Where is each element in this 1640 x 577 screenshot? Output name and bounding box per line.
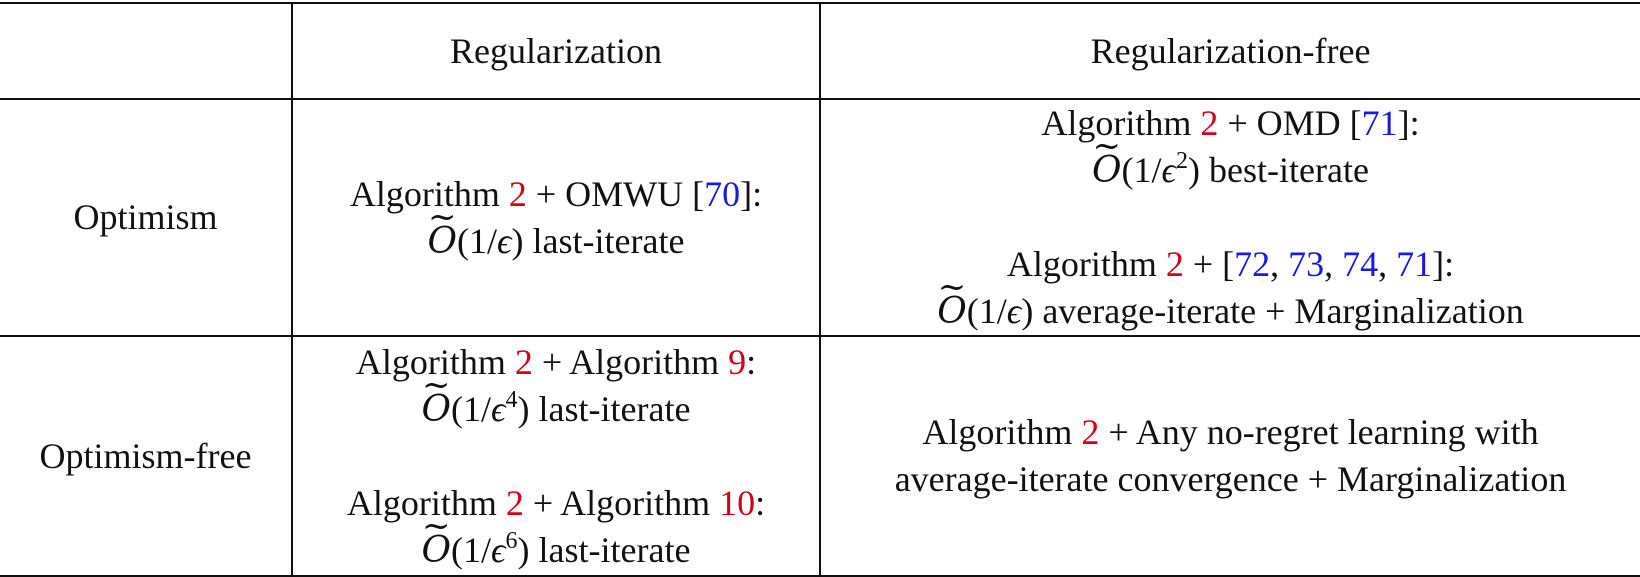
text: (1/ xyxy=(451,529,492,570)
spacer xyxy=(293,433,819,480)
text: ) xyxy=(517,388,530,429)
separator: , xyxy=(1378,244,1397,284)
entry-line: Algorithm 2 + Algorithm 9: xyxy=(293,339,819,386)
algorithm-ref-link[interactable]: 9 xyxy=(728,341,747,382)
text: : xyxy=(746,341,757,382)
citation-link[interactable]: 74 xyxy=(1342,244,1379,284)
citation-link[interactable]: 71 xyxy=(1396,244,1433,284)
bound-description: best-iterate xyxy=(1200,150,1369,190)
algorithm-ref-link[interactable]: 2 xyxy=(505,482,524,523)
text: (1/ xyxy=(966,291,1007,331)
entry-line: Algorithm 2 + OMD [71]: xyxy=(821,100,1640,147)
text: Algorithm xyxy=(1006,244,1166,284)
text: ]: xyxy=(740,173,763,214)
text: + [ xyxy=(1183,244,1235,284)
bound-line: O(1/ϵ6) last-iterate xyxy=(293,503,819,574)
bound-line: O(1/ϵ) average-iterate + Marginalization xyxy=(821,264,1640,335)
cell-optimism-free-regularization: Algorithm 2 + Algorithm 9: O(1/ϵ4) last-… xyxy=(292,336,821,577)
bound-description: last-iterate xyxy=(529,529,691,570)
citation-link[interactable]: 73 xyxy=(1288,244,1325,284)
header-regularization: Regularization xyxy=(292,2,821,100)
text: Algorithm xyxy=(922,412,1082,452)
entry-line: Algorithm 2 + [72, 73, 74, 71]: xyxy=(821,241,1640,288)
table-row-optimism: Optimism Algorithm 2 + OMWU [70]: O(1/ϵ)… xyxy=(0,99,1640,337)
bound-line: O(1/ϵ2) best-iterate xyxy=(821,123,1640,194)
text: + OMD [ xyxy=(1218,103,1362,143)
citation-link[interactable]: 70 xyxy=(704,173,741,214)
row-label-optimism: Optimism xyxy=(0,99,293,337)
text: ) xyxy=(517,529,530,570)
text: ]: xyxy=(1397,103,1420,143)
big-o-tilde-symbol: O xyxy=(422,362,452,433)
bound-line: O(1/ϵ) last-iterate xyxy=(293,194,819,265)
entry-line: Algorithm 2 + Algorithm 10: xyxy=(293,480,819,527)
epsilon-symbol: ϵ xyxy=(491,388,506,429)
bound-description: last-iterate xyxy=(523,220,685,261)
epsilon-symbol: ϵ xyxy=(491,529,506,570)
algorithm-ref-link[interactable]: 10 xyxy=(719,482,756,523)
big-o-tilde-symbol: O xyxy=(937,264,967,335)
spacer xyxy=(821,194,1640,241)
bound-description: last-iterate xyxy=(529,388,691,429)
text: + OMWU [ xyxy=(526,173,705,214)
exponent: 2 xyxy=(1176,148,1189,174)
row-label-optimism-free: Optimism-free xyxy=(0,336,293,577)
separator: , xyxy=(1324,244,1343,284)
big-o-tilde-symbol: O xyxy=(1092,123,1122,194)
citation-link[interactable]: 72 xyxy=(1234,244,1271,284)
citation-link[interactable]: 71 xyxy=(1361,103,1398,143)
header-regularization-free: Regularization-free xyxy=(820,2,1640,100)
cell-optimism-regularization: Algorithm 2 + OMWU [70]: O(1/ϵ) last-ite… xyxy=(292,99,821,337)
text: ) xyxy=(1021,291,1034,331)
text: ) xyxy=(1188,150,1201,190)
algorithm-ref-link[interactable]: 2 xyxy=(1200,103,1219,143)
text: + Algorithm xyxy=(523,482,720,523)
bound-line: O(1/ϵ4) last-iterate xyxy=(293,362,819,433)
algorithm-ref-link[interactable]: 2 xyxy=(1081,412,1100,452)
exponent: 6 xyxy=(505,527,518,554)
text: : xyxy=(755,482,766,523)
exponent: 4 xyxy=(505,386,518,413)
entry-line: Algorithm 2 + OMWU [70]: xyxy=(293,171,819,218)
separator: , xyxy=(1270,244,1289,284)
text: ]: xyxy=(1432,244,1455,284)
cell-optimism-free-regularization-free: Algorithm 2 + Any no-regret learning wit… xyxy=(820,336,1640,577)
epsilon-symbol: ϵ xyxy=(1006,291,1022,331)
header-corner-cell xyxy=(0,2,293,100)
entry-line: Algorithm 2 + Any no-regret learning wit… xyxy=(821,409,1640,456)
epsilon-symbol: ϵ xyxy=(1161,150,1177,190)
text: Algorithm xyxy=(349,173,509,214)
table-header-row: Regularization Regularization-free xyxy=(0,2,1640,100)
text: (1/ xyxy=(451,388,492,429)
cell-optimism-regularization-free: Algorithm 2 + OMD [71]: O(1/ϵ2) best-ite… xyxy=(820,99,1640,337)
algorithm-ref-link[interactable]: 2 xyxy=(514,341,533,382)
bound-description: average-iterate + Marginalization xyxy=(1033,291,1524,331)
algorithm-ref-link[interactable]: 2 xyxy=(508,173,527,214)
epsilon-symbol: ϵ xyxy=(497,220,512,261)
algorithm-ref-link[interactable]: 2 xyxy=(1165,244,1184,284)
big-o-tilde-symbol: O xyxy=(428,194,458,265)
entry-line: average-iterate convergence + Marginaliz… xyxy=(894,459,1567,499)
table-row-optimism-free: Optimism-free Algorithm 2 + Algorithm 9:… xyxy=(0,336,1640,577)
text: + Algorithm xyxy=(532,341,729,382)
text: (1/ xyxy=(1121,150,1162,190)
text: ) xyxy=(511,220,524,261)
text: (1/ xyxy=(457,220,498,261)
big-o-tilde-symbol: O xyxy=(422,503,452,574)
text: + Any no-regret learning with xyxy=(1099,412,1539,452)
